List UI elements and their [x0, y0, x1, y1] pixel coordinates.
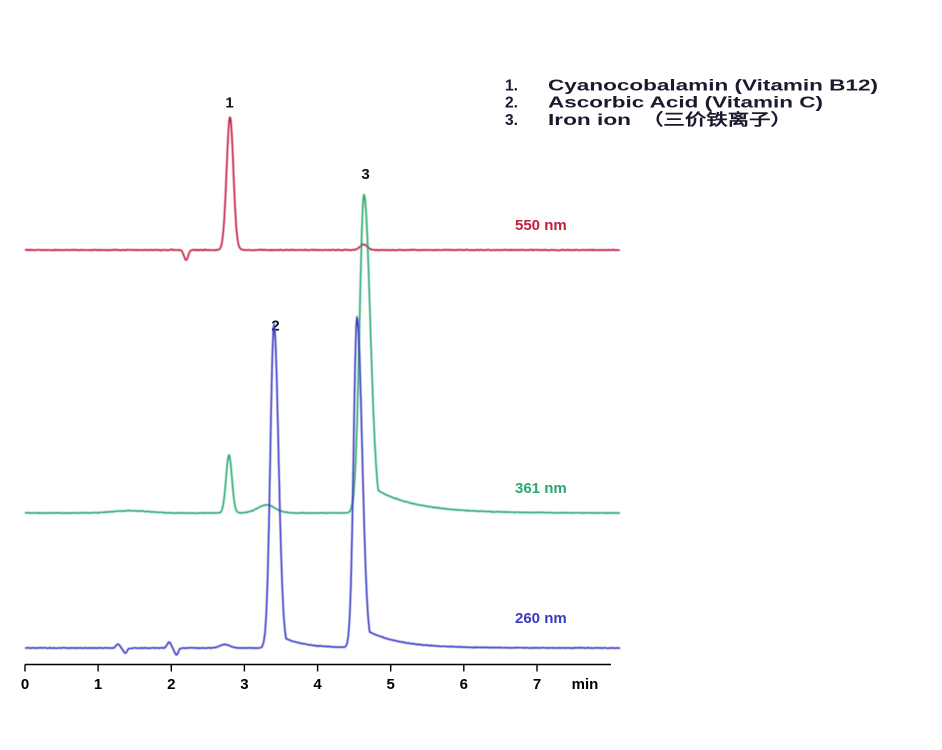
svg-text:3: 3: [361, 166, 369, 183]
svg-text:4: 4: [313, 676, 322, 693]
svg-text:Ascorbic Acid (Vitamin C): Ascorbic Acid (Vitamin C): [548, 95, 823, 112]
svg-text:3.: 3.: [505, 112, 518, 129]
svg-text:Cyanocobalamin (Vitamin B12): Cyanocobalamin (Vitamin B12): [548, 78, 878, 95]
svg-text:2: 2: [167, 676, 175, 693]
svg-text:3: 3: [240, 676, 248, 693]
svg-text:min: min: [572, 676, 599, 693]
svg-text:Iron ion: Iron ion: [548, 112, 631, 129]
svg-text:260 nm: 260 nm: [515, 610, 567, 627]
svg-text:5: 5: [387, 676, 395, 693]
svg-text:1: 1: [225, 95, 233, 112]
svg-text:361 nm: 361 nm: [515, 480, 567, 497]
svg-text:（三价铁离子）: （三价铁离子）: [642, 110, 792, 129]
svg-text:2.: 2.: [505, 95, 518, 112]
svg-text:1: 1: [94, 676, 102, 693]
svg-text:7: 7: [533, 676, 541, 693]
svg-text:6: 6: [460, 676, 468, 693]
svg-text:0: 0: [21, 676, 29, 693]
svg-text:550 nm: 550 nm: [515, 217, 567, 234]
svg-text:1.: 1.: [505, 78, 518, 95]
